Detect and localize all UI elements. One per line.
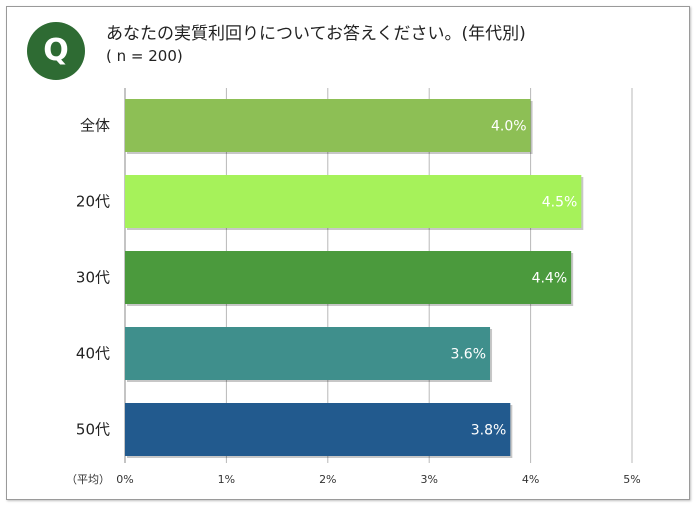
x-tick-label: 5% [623,473,640,486]
category-label: 40代 [76,345,110,363]
category-label: 全体 [80,117,110,135]
bar-2 [125,175,582,228]
chart-title: あなたの実質利回りについてお答えください。(年代別) [106,24,526,44]
x-tick-label: 1% [218,473,235,486]
value-label: 3.6% [450,347,486,363]
category-label: 20代 [76,193,110,211]
x-tick-label: 0% [116,473,133,486]
bar-3 [125,251,572,304]
x-tick-label: 2% [319,473,336,486]
value-label: 3.8% [471,423,507,439]
bar-5 [125,403,511,456]
bar-4 [125,327,491,380]
value-label: 4.5% [542,195,578,211]
category-label: 50代 [76,421,110,439]
bar-1 [125,99,531,152]
x-tick-label: 3% [420,473,437,486]
category-label: 30代 [76,269,110,287]
value-label: 4.0% [491,119,527,135]
axis-note: （平均） [66,473,110,486]
question-badge: Q [27,22,85,80]
chart-subtitle: ( n = 200) [106,47,183,65]
x-tick-label: 4% [522,473,539,486]
value-label: 4.4% [532,271,568,287]
